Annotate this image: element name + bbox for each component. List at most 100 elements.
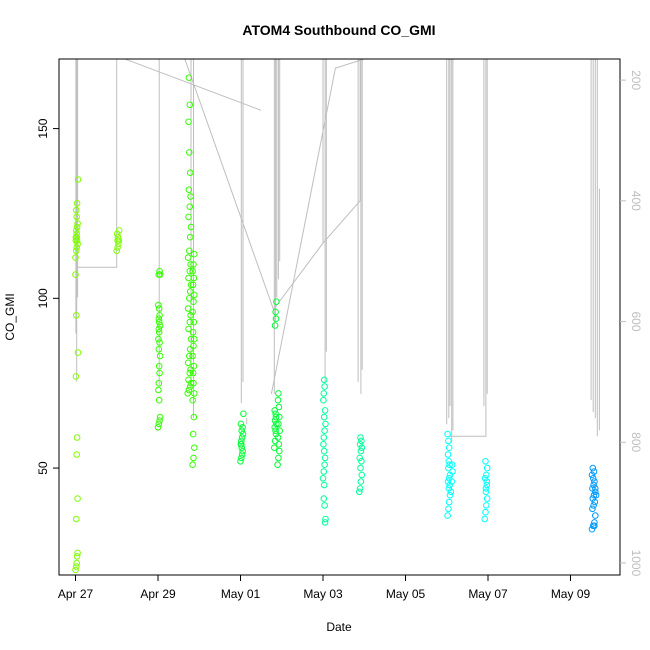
- profile-line: [75, 59, 118, 268]
- data-point: [186, 267, 194, 275]
- data-point: [190, 413, 198, 421]
- data-point: [320, 447, 328, 455]
- data-point: [156, 322, 164, 329]
- data-point: [190, 379, 197, 387]
- data-point: [321, 502, 328, 509]
- data-point: [483, 478, 491, 485]
- data-point: [189, 281, 197, 289]
- data-point: [156, 417, 163, 424]
- data-point: [72, 373, 80, 380]
- data-point: [590, 491, 598, 499]
- data-point: [156, 312, 163, 319]
- data-point: [155, 420, 163, 428]
- data-point: [589, 464, 597, 472]
- data-point: [272, 315, 280, 323]
- data-point: [186, 149, 193, 156]
- data-point: [187, 223, 195, 231]
- x-tick-label: May 07: [468, 587, 508, 601]
- data-point: [72, 237, 80, 244]
- data-point: [186, 101, 194, 109]
- data-point: [185, 386, 193, 394]
- x-tick-label: May 05: [386, 587, 426, 601]
- data-point: [186, 295, 193, 302]
- data-point: [445, 464, 452, 472]
- data-point: [321, 427, 328, 435]
- data-point: [446, 461, 453, 469]
- y-tick-label: 50: [36, 461, 50, 475]
- data-point: [189, 352, 196, 360]
- data-point: [114, 233, 122, 241]
- data-point: [155, 362, 163, 370]
- data-point: [356, 485, 364, 492]
- data-point: [115, 240, 122, 248]
- data-point: [320, 390, 328, 397]
- data-point: [155, 301, 162, 309]
- data-point: [74, 240, 81, 248]
- data-point: [358, 444, 366, 452]
- data-point: [73, 515, 80, 523]
- y2-tick-label: 1000: [629, 550, 643, 577]
- data-point: [73, 200, 81, 207]
- y-tick-label: 150: [36, 118, 50, 138]
- data-point: [238, 444, 245, 452]
- data-point: [237, 458, 244, 465]
- data-point: [155, 325, 163, 333]
- data-point: [238, 437, 245, 445]
- data-point: [275, 454, 282, 462]
- data-point: [114, 244, 121, 251]
- x-axis-label: Date: [326, 620, 352, 634]
- profile-lines: [75, 58, 600, 443]
- data-point: [115, 227, 123, 234]
- data-point: [275, 441, 283, 448]
- data-point: [358, 471, 366, 479]
- data-point: [591, 478, 598, 485]
- data-point: [191, 250, 198, 258]
- data-point: [590, 502, 597, 509]
- data-point: [184, 254, 192, 261]
- data-point: [190, 362, 198, 370]
- data-point: [74, 176, 82, 183]
- data-point: [185, 186, 193, 193]
- data-point: [591, 522, 598, 530]
- data-point: [446, 481, 453, 489]
- data-point: [274, 396, 282, 404]
- data-point: [588, 471, 596, 479]
- data-point: [321, 461, 328, 469]
- data-point: [156, 339, 163, 346]
- data-point: [272, 430, 280, 438]
- profile-line: [448, 59, 487, 437]
- x-axis: Apr 27 Apr 29 May 01 May 03 May 05 May 07 May …: [58, 575, 590, 601]
- data-point: [238, 441, 245, 448]
- data-point: [155, 346, 163, 353]
- data-point: [185, 325, 192, 333]
- data-point: [482, 485, 490, 492]
- data-point: [73, 223, 81, 231]
- data-point: [238, 451, 246, 458]
- data-point: [187, 261, 194, 268]
- data-point: [320, 495, 328, 502]
- data-point: [190, 261, 197, 268]
- data-point: [74, 495, 81, 502]
- data-point: [186, 318, 194, 326]
- data-point: [483, 471, 490, 479]
- data-point: [448, 461, 456, 469]
- data-point: [190, 318, 198, 326]
- data-point: [275, 420, 282, 428]
- data-point: [73, 230, 80, 238]
- data-point: [186, 346, 194, 353]
- x-tick-label: May 03: [303, 587, 343, 601]
- data-point: [73, 563, 80, 570]
- data-point: [186, 169, 194, 176]
- data-point: [321, 519, 329, 526]
- data-point: [74, 349, 82, 356]
- data-point: [186, 369, 194, 377]
- data-point: [186, 288, 194, 295]
- data-point: [189, 267, 196, 275]
- data-point: [275, 390, 282, 397]
- data-point: [590, 468, 598, 475]
- data-point: [319, 475, 327, 482]
- data-point: [271, 417, 279, 424]
- data-point: [590, 481, 597, 489]
- data-point: [156, 413, 164, 421]
- data-point: [271, 407, 279, 414]
